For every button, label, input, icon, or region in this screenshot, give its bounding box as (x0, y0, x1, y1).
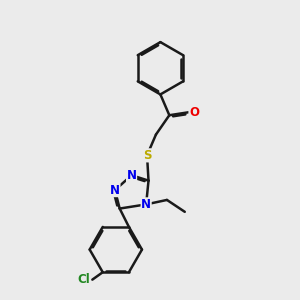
Text: N: N (110, 184, 120, 196)
Text: N: N (141, 198, 151, 211)
Text: S: S (143, 149, 151, 162)
Text: O: O (189, 106, 199, 119)
Text: Cl: Cl (78, 273, 90, 286)
Text: N: N (127, 169, 136, 182)
